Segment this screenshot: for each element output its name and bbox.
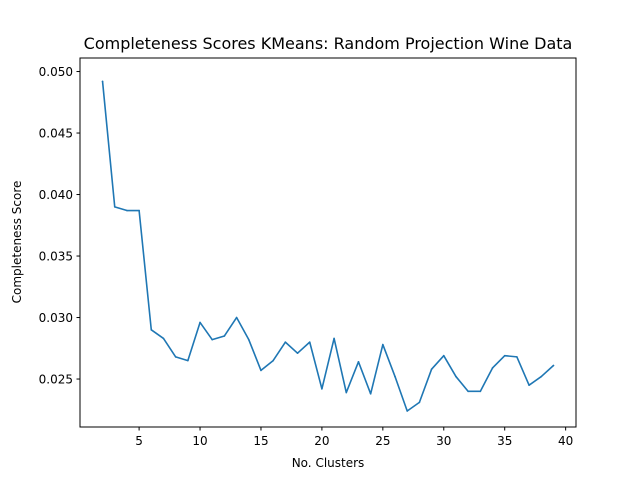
y-tick-label: 0.045	[39, 127, 73, 141]
data-point	[369, 392, 372, 395]
y-tick-label: 0.025	[39, 373, 73, 387]
data-point	[126, 209, 128, 212]
y-tick-label: 0.050	[39, 65, 73, 79]
y-axis: 0.025 0.030 0.035 0.040 0.045 0.050	[39, 65, 80, 387]
data-point	[528, 384, 530, 386]
data-point	[442, 354, 445, 357]
x-tick-label: 10	[192, 434, 207, 448]
data-point	[321, 388, 323, 390]
plot-series	[101, 80, 555, 412]
data-point	[503, 354, 506, 357]
data-point	[113, 206, 116, 208]
data-point	[540, 375, 543, 378]
x-tick-label: 25	[375, 434, 390, 448]
data-point	[199, 321, 201, 324]
x-axis-label: No. Clusters	[292, 456, 365, 470]
data-point	[247, 338, 250, 341]
data-point	[357, 361, 360, 363]
data-point	[162, 337, 165, 340]
data-point	[552, 364, 555, 367]
data-point	[211, 338, 214, 341]
data-point	[516, 356, 518, 358]
data-point	[187, 359, 189, 362]
data-point	[467, 390, 469, 393]
data-point	[479, 390, 482, 393]
x-tick-label: 35	[497, 434, 512, 448]
x-tick-label: 40	[558, 434, 573, 448]
y-tick-label: 0.040	[39, 188, 73, 202]
data-point	[150, 329, 153, 331]
data-point	[491, 367, 494, 369]
x-tick-label: 30	[436, 434, 451, 448]
data-point	[223, 335, 226, 337]
x-axis: 5 10 15 20 25 30 35 40	[135, 427, 573, 448]
data-point	[284, 341, 287, 343]
data-point	[101, 80, 104, 83]
data-point	[406, 410, 409, 412]
data-point	[272, 359, 274, 362]
data-point	[296, 352, 299, 355]
data-point	[174, 356, 177, 358]
y-tick-label: 0.030	[39, 311, 73, 325]
data-point	[418, 401, 421, 404]
data-point	[308, 341, 311, 343]
x-tick-label: 5	[135, 434, 143, 448]
data-point	[430, 368, 433, 370]
data-point	[345, 391, 348, 394]
data-point	[394, 375, 396, 378]
chart-title: Completeness Scores KMeans: Random Proje…	[84, 34, 573, 53]
data-point	[235, 316, 238, 319]
data-point	[260, 369, 262, 372]
data-point	[382, 343, 384, 346]
plot-frame	[79, 57, 577, 428]
y-axis-label: Completeness Score	[10, 181, 24, 304]
y-tick-label: 0.035	[39, 250, 73, 264]
x-tick-label: 15	[253, 434, 268, 448]
data-point	[138, 209, 140, 212]
data-point	[455, 375, 457, 378]
data-point	[333, 337, 335, 340]
x-tick-label: 20	[314, 434, 329, 448]
series-line	[101, 80, 555, 412]
